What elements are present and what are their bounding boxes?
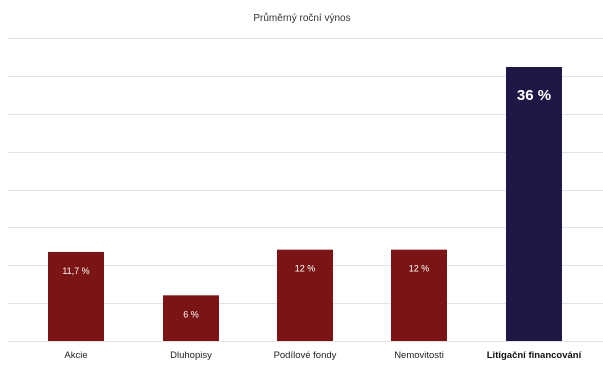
data-labels: 11,7 % 6 % 12 % 12 % 36 % <box>62 87 551 319</box>
data-label-2: 6 % <box>183 309 199 319</box>
bar-5 <box>506 67 562 341</box>
gridlines <box>8 38 603 342</box>
tick-label-5: Litigační financování <box>487 350 582 361</box>
data-label-5: 36 % <box>517 87 551 104</box>
bar-2 <box>163 295 219 341</box>
tick-label-3: Podílové fondy <box>274 350 337 361</box>
bar-3 <box>277 249 333 341</box>
data-label-1: 11,7 % <box>62 266 89 276</box>
bar-1 <box>48 251 104 341</box>
tick-label-2: Dluhopisy <box>170 350 212 361</box>
tick-label-4: Nemovitosti <box>394 350 444 361</box>
data-label-4: 12 % <box>409 264 430 274</box>
chart-title: Průměrný roční výnos <box>253 12 350 24</box>
bar-4 <box>391 249 447 341</box>
data-label-3: 12 % <box>295 264 316 274</box>
tick-label-1: Akcie <box>64 350 87 361</box>
category-labels: Akcie Dluhopisy Podílové fondy Nemovitosti L… <box>64 350 581 361</box>
bars <box>48 67 562 341</box>
